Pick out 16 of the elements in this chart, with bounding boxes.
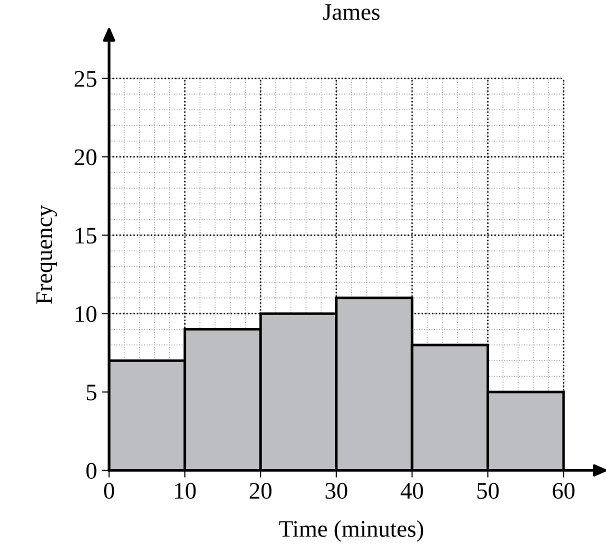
y-tick-label: 25 [74,70,96,87]
y-tick-label: 15 [76,228,96,244]
y-axis-title: Frequency [36,205,57,304]
x-tick-label: 10 [175,482,196,499]
y-tick-label: 0 [86,462,96,479]
x-tick-label: 60 [552,482,574,499]
y-tick-label: 20 [74,149,96,166]
x-tick-label: 40 [400,482,423,499]
x-tick-label: 50 [477,482,499,499]
x-tick-label: 30 [326,482,348,499]
y-tick-label: 5 [86,384,96,400]
chart-title: James [323,4,380,20]
x-tick-label: 0 [104,482,114,499]
x-tick-label: 20 [250,482,272,499]
x-axis-title: Time (minutes) [279,520,424,542]
y-tick-label: 10 [76,306,96,322]
